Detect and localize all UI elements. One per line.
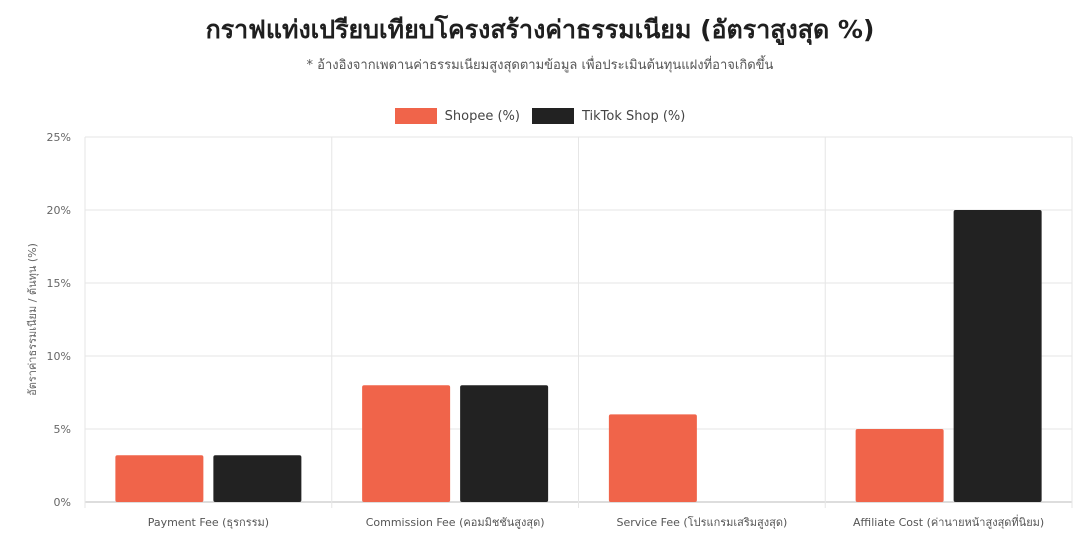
legend-swatch-shopee	[394, 108, 437, 124]
legend-swatch-tiktok	[531, 108, 574, 124]
bar-shopee[interactable]	[608, 414, 697, 502]
y-tick-label: 5%	[54, 423, 71, 436]
chart-title: กราฟแท่งเปรียบเทียบโครงสร้างค่าธรรมเนียม…	[205, 15, 875, 44]
y-tick-label: 25%	[47, 131, 71, 144]
x-tick-label: Service Fee (โปรแกรมเสริมสูงสุด)	[616, 515, 787, 529]
legend-label-tiktok: TikTok Shop (%)	[581, 108, 686, 124]
legend-item-shopee[interactable]: Shopee (%)	[394, 108, 520, 124]
x-tick-label: Payment Fee (ธุรกรรม)	[148, 516, 269, 529]
bar-tiktok[interactable]	[460, 385, 549, 502]
y-tick-label: 20%	[47, 204, 71, 217]
y-axis-label: อัตราค่าธรรมเนียม / ต้นทุน (%)	[26, 243, 39, 396]
y-tick-label: 0%	[54, 496, 71, 509]
bar-shopee[interactable]	[362, 385, 451, 502]
bar-shopee[interactable]	[855, 429, 944, 502]
y-tick-label: 10%	[47, 350, 71, 363]
x-tick-label: Commission Fee (คอมมิชชันสูงสุด)	[366, 516, 545, 529]
legend-item-tiktok[interactable]: TikTok Shop (%)	[531, 108, 686, 124]
legend: Shopee (%) TikTok Shop (%)	[0, 108, 1080, 124]
bar-tiktok[interactable]	[953, 210, 1042, 502]
bar-shopee[interactable]	[115, 455, 204, 502]
legend-label-shopee: Shopee (%)	[444, 108, 520, 124]
y-tick-label: 15%	[47, 277, 71, 290]
bar-tiktok[interactable]	[213, 455, 302, 502]
chart-subtitle: * อ้างอิงจากเพดานค่าธรรมเนียมสูงสุดตามข้…	[306, 58, 774, 73]
x-tick-label: Affiliate Cost (ค่านายหน้าสูงสุดที่นิยม)	[853, 514, 1044, 529]
